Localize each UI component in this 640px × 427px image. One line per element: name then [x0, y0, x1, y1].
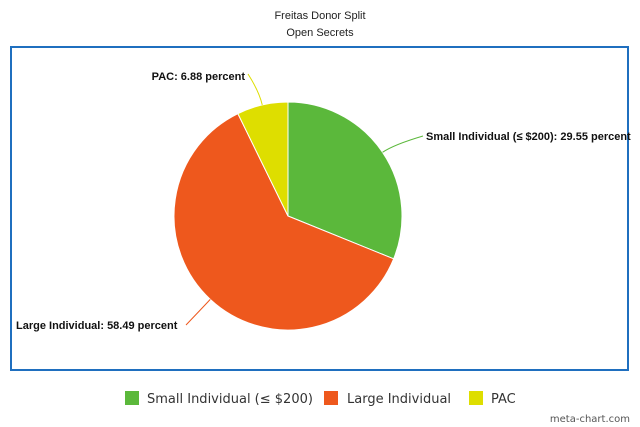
label-connectors [185, 73, 424, 326]
legend-swatch-large-individual[interactable] [324, 391, 338, 405]
pie-slice-pac[interactable] [237, 101, 289, 217]
legend-swatch-small-individual[interactable] [125, 391, 139, 405]
data-label-small-individual: Small Individual (≤ $200): 29.55 percent [426, 131, 631, 143]
legend-label-large-individual[interactable]: Large Individual [347, 392, 451, 407]
legend-label-pac[interactable]: PAC [491, 392, 516, 407]
connector-pac [247, 73, 263, 106]
plot-frame [10, 46, 629, 371]
pie-slices [173, 101, 403, 331]
connector-small-individual [382, 135, 424, 153]
connector-large-individual [185, 299, 211, 326]
pie-slice-small-individual[interactable] [287, 101, 403, 260]
data-label-large-individual: Large Individual: 58.49 percent [16, 320, 178, 332]
legend-label-small-individual[interactable]: Small Individual (≤ $200) [147, 392, 313, 407]
credit-text[interactable]: meta-chart.com [550, 414, 630, 425]
legend-swatch-pac[interactable] [469, 391, 483, 405]
chart-subtitle: Open Secrets [286, 27, 354, 39]
legend: Small Individual (≤ $200) Large Individu… [125, 391, 516, 407]
data-label-pac: PAC: 6.88 percent [152, 71, 246, 83]
chart-title: Freitas Donor Split [274, 10, 365, 22]
